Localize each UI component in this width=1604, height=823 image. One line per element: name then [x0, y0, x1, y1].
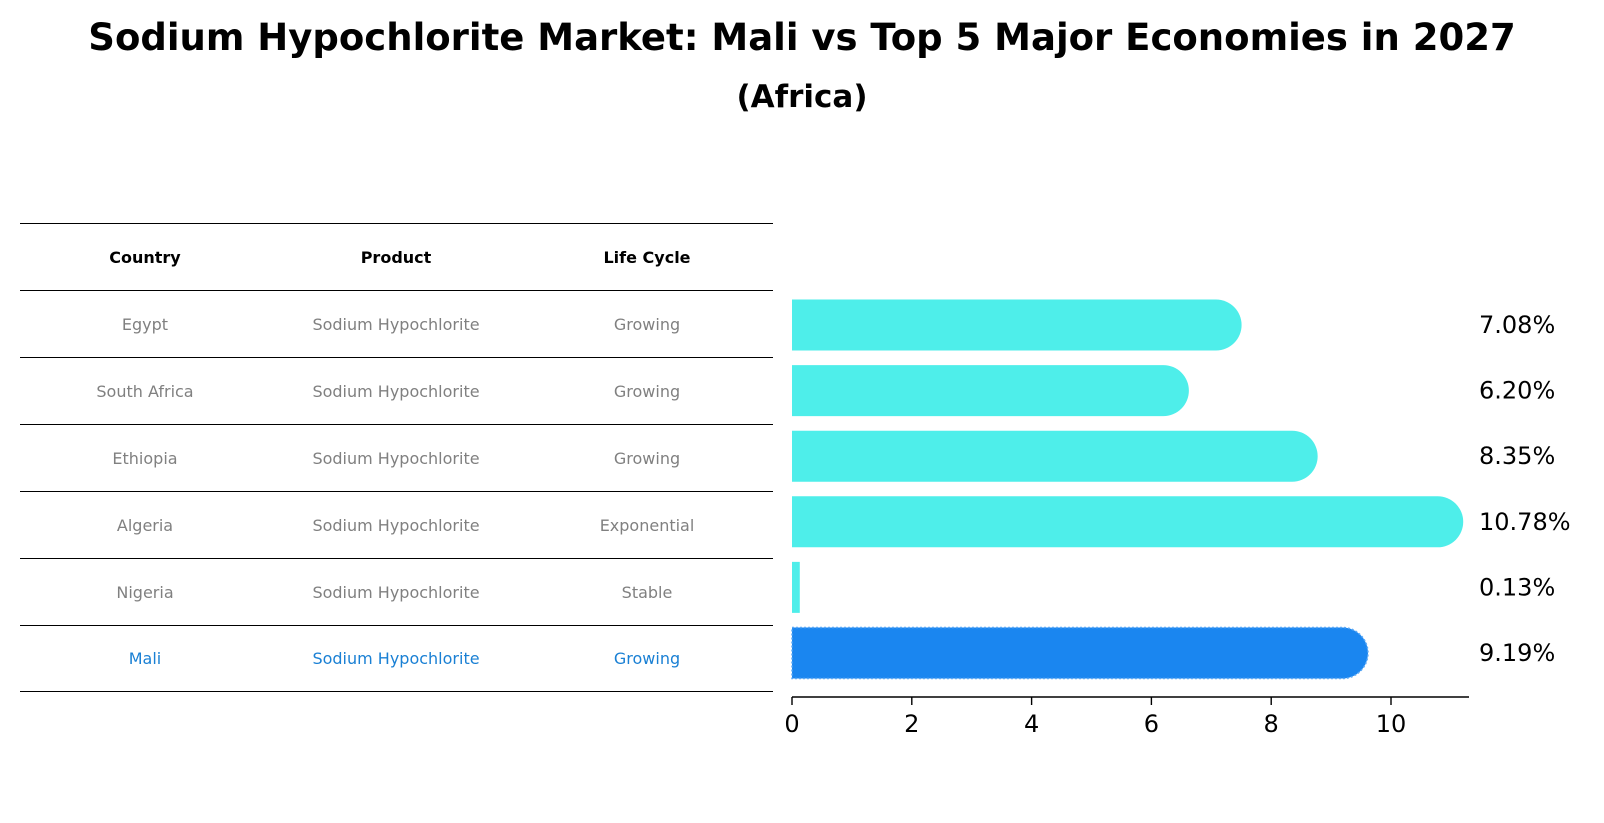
product-cell: Sodium Hypochlorite [312, 515, 480, 535]
table-row-highlight: Mali Sodium Hypochlorite Growing [20, 625, 773, 692]
chart-title: Sodium Hypochlorite Market: Mali vs Top … [88, 16, 1516, 59]
x-tick-label-8: 8 [1264, 710, 1279, 738]
life-cycle-cell: Growing [613, 649, 681, 668]
value-label-ethiopia: 8.35% [1479, 442, 1555, 470]
header-country: Country [109, 247, 181, 267]
value-label-mali: 9.19% [1479, 639, 1555, 667]
x-tick-label-0: 0 [784, 710, 799, 738]
product-cell: Sodium Hypochlorite [312, 582, 480, 602]
table-header-row: Country Product Life Cycle [20, 223, 773, 290]
x-tick-label-10: 10 [1376, 710, 1407, 738]
country-cell: Mali [128, 649, 162, 668]
product-cell: Sodium Hypochlorite [312, 314, 480, 334]
value-label-nigeria: 0.13% [1479, 573, 1555, 601]
x-tick-label-6: 6 [1144, 710, 1159, 738]
chart-subtitle: (Africa) [736, 79, 868, 115]
bar-mali [791, 626, 1369, 680]
table-row: Nigeria Sodium Hypochlorite Stable [20, 558, 773, 625]
bar-nigeria [792, 561, 800, 613]
life-cycle-cell: Growing [613, 448, 681, 468]
product-cell: Sodium Hypochlorite [312, 381, 480, 401]
table-row: South Africa Sodium Hypochlorite Growing [20, 357, 773, 424]
country-cell: Ethiopia [112, 448, 178, 468]
life-cycle-cell: Exponential [599, 515, 695, 535]
country-cell: Algeria [116, 515, 174, 535]
table-row: Algeria Sodium Hypochlorite Exponential [20, 491, 773, 558]
life-cycle-cell: Growing [613, 381, 681, 401]
table-row: Ethiopia Sodium Hypochlorite Growing [20, 424, 773, 491]
value-label-algeria: 10.78% [1479, 508, 1571, 536]
country-cell: Nigeria [116, 582, 174, 602]
bar-algeria [792, 496, 1464, 548]
value-label-egypt: 7.08% [1479, 311, 1555, 339]
table-row: Egypt Sodium Hypochlorite Growing [20, 290, 773, 357]
country-cell: South Africa [96, 381, 194, 401]
bar-ethiopia [792, 430, 1318, 482]
value-label-south-africa: 6.20% [1479, 377, 1555, 405]
country-cell: Egypt [121, 314, 169, 334]
life-cycle-cell: Stable [621, 582, 673, 602]
x-tick-label-2: 2 [904, 710, 919, 738]
header-life-cycle: Life Cycle [603, 247, 691, 267]
product-cell: Sodium Hypochlorite [312, 649, 480, 668]
bar-south-africa [792, 365, 1189, 417]
header-product: Product [360, 247, 432, 267]
comparison-table: Country Product Life Cycle Egypt Sodium … [20, 223, 773, 692]
x-tick-label-4: 4 [1024, 710, 1039, 738]
bar-egypt [792, 299, 1242, 351]
life-cycle-cell: Growing [613, 314, 681, 334]
product-cell: Sodium Hypochlorite [312, 448, 480, 468]
